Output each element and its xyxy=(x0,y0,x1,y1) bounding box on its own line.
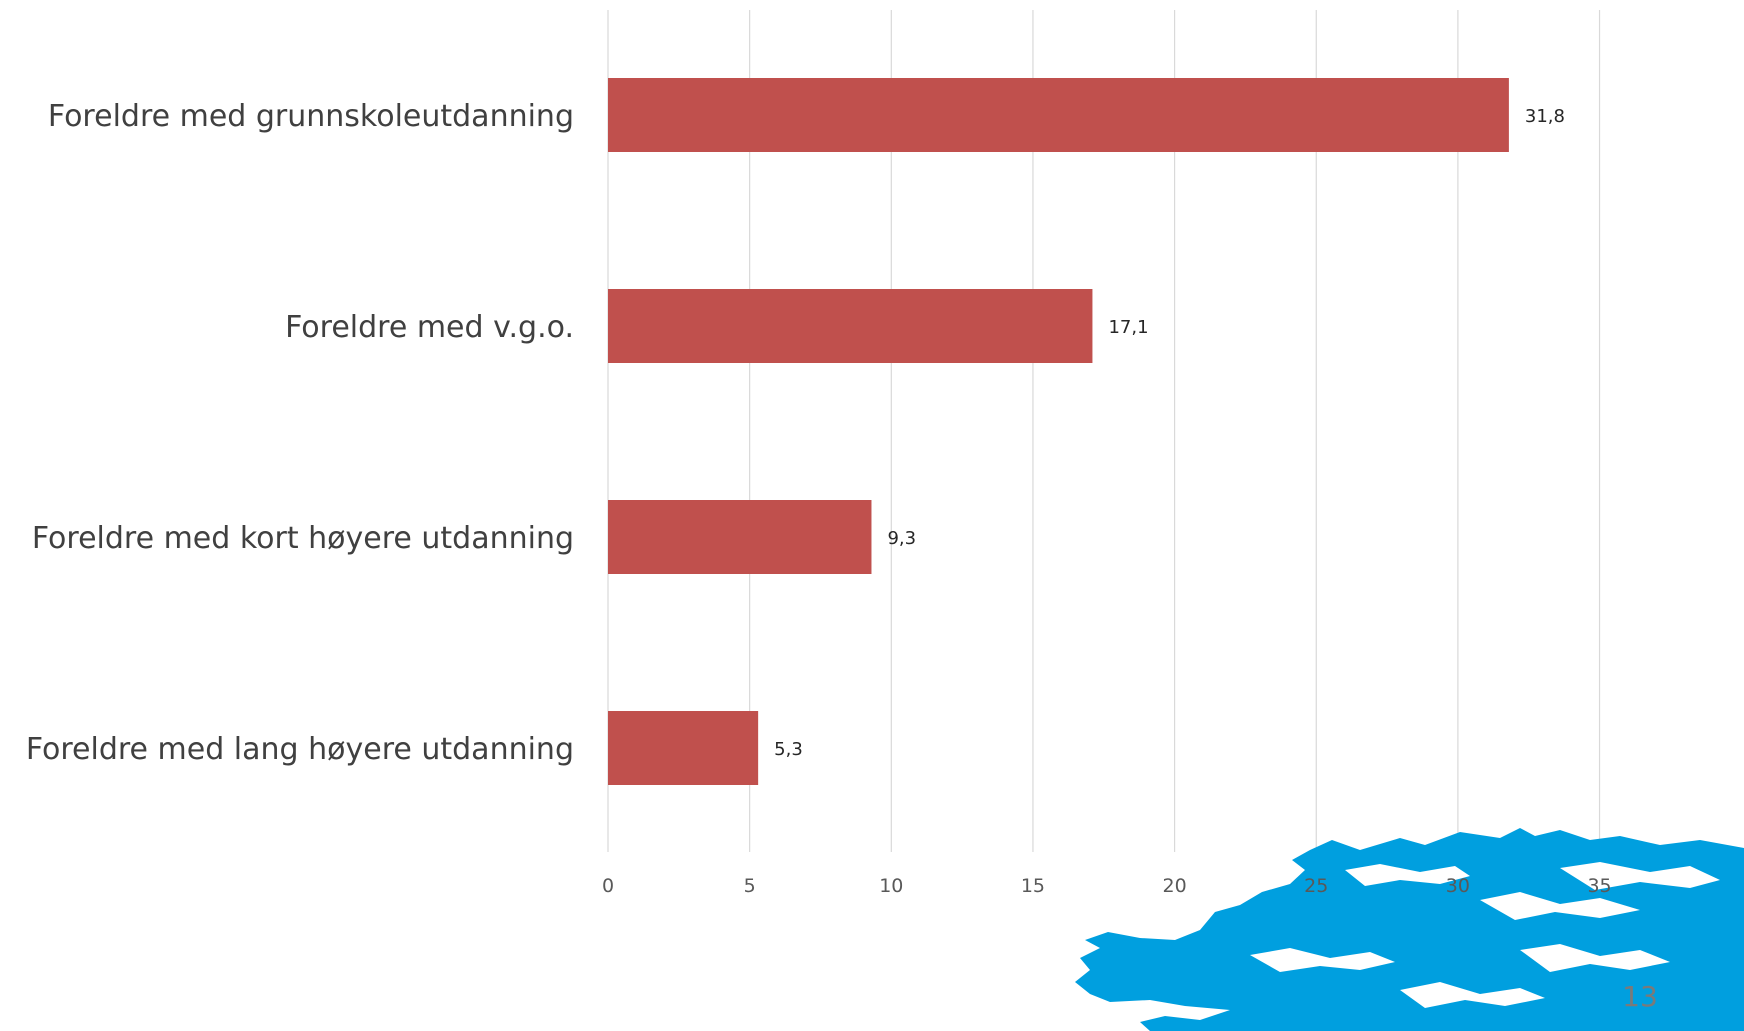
category-label: Foreldre med grunnskoleutdanning xyxy=(48,99,574,134)
data-label: 17,1 xyxy=(1108,317,1148,338)
x-tick-label: 15 xyxy=(1021,875,1045,897)
x-axis-tick-labels: 0 5 10 15 20 25 30 35 xyxy=(602,875,1612,897)
x-tick-label: 35 xyxy=(1587,875,1611,897)
page-number: 13 xyxy=(1622,980,1658,1013)
x-tick-label: 20 xyxy=(1163,875,1187,897)
bars xyxy=(608,78,1509,785)
category-label: Foreldre med v.g.o. xyxy=(285,310,574,345)
coastline-map-fjords xyxy=(1250,862,1720,1008)
x-tick-label: 25 xyxy=(1304,875,1328,897)
category-label: Foreldre med lang høyere utdanning xyxy=(26,732,574,767)
category-label: Foreldre med kort høyere utdanning xyxy=(32,521,574,556)
x-tick-label: 10 xyxy=(879,875,903,897)
bar xyxy=(608,500,872,574)
x-tick-label: 0 xyxy=(602,875,614,897)
category-labels: Foreldre med grunnskoleutdanning Foreldre… xyxy=(26,99,574,767)
bar xyxy=(608,78,1509,152)
coastline-map-shape xyxy=(1075,828,1744,1031)
data-label: 31,8 xyxy=(1525,106,1565,127)
x-tick-label: 5 xyxy=(744,875,756,897)
data-label: 9,3 xyxy=(887,528,916,549)
bar xyxy=(608,711,759,785)
x-tick-label: 30 xyxy=(1446,875,1470,897)
value-labels: 31,8 17,1 9,3 5,3 xyxy=(774,106,1565,760)
bar xyxy=(608,289,1093,363)
data-label: 5,3 xyxy=(774,739,803,760)
coastline-map-graphic xyxy=(1075,828,1744,1031)
